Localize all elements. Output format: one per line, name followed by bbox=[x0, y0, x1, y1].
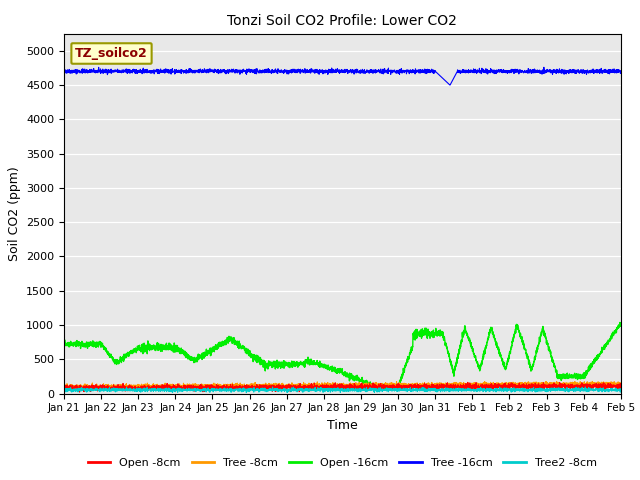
Y-axis label: Soil CO2 (ppm): Soil CO2 (ppm) bbox=[8, 166, 20, 261]
X-axis label: Time: Time bbox=[327, 419, 358, 432]
Legend: Open -8cm, Tree -8cm, Open -16cm, Tree -16cm, Tree2 -8cm: Open -8cm, Tree -8cm, Open -16cm, Tree -… bbox=[84, 453, 601, 472]
Title: Tonzi Soil CO2 Profile: Lower CO2: Tonzi Soil CO2 Profile: Lower CO2 bbox=[227, 14, 458, 28]
Text: TZ_soilco2: TZ_soilco2 bbox=[75, 47, 148, 60]
